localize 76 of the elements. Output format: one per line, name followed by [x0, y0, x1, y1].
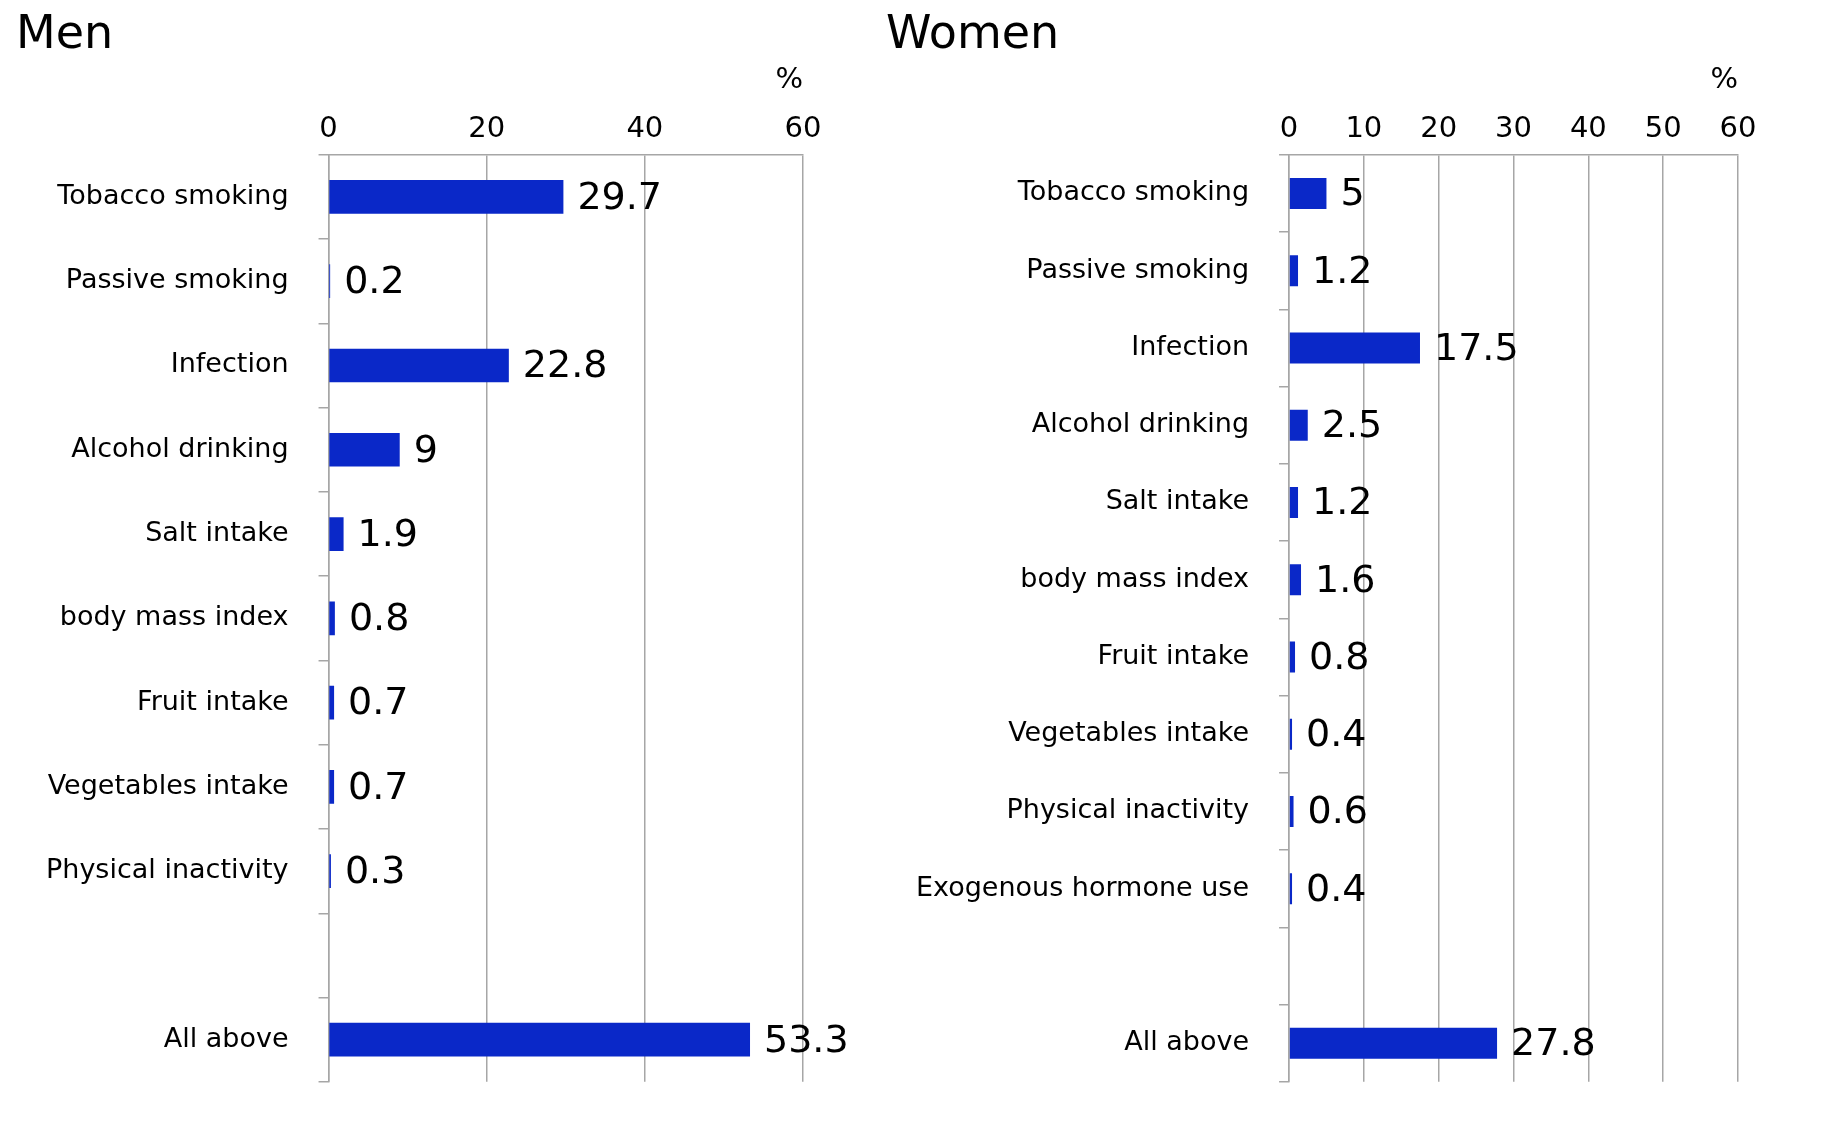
bar [329, 685, 335, 720]
bar [1289, 177, 1327, 209]
bar [1289, 1027, 1498, 1059]
x-axis-title: % [1710, 61, 1738, 96]
x-tick-label: 0 [1279, 109, 1299, 144]
data-label: 5 [1340, 170, 1365, 215]
bar [329, 180, 564, 214]
bar [1289, 641, 1296, 673]
data-label: 0.6 [1307, 788, 1368, 833]
bar [1289, 564, 1302, 596]
x-tick-label: 40 [1569, 109, 1607, 144]
bar [1289, 486, 1299, 518]
bar [329, 1022, 751, 1057]
data-label: 0.2 [344, 258, 405, 303]
data-label: 0.4 [1306, 711, 1367, 756]
bar [329, 601, 335, 636]
y-tick-label: Fruit intake [1097, 638, 1250, 670]
y-tick-label: Passive smoking [1026, 252, 1250, 284]
data-label: 27.8 [1511, 1020, 1596, 1065]
x-tick-label: 0 [319, 109, 338, 144]
y-tick-label: All above [163, 1021, 289, 1053]
bar [329, 348, 509, 383]
y-tick-label: Salt intake [145, 516, 289, 548]
data-label: 22.8 [522, 342, 608, 387]
y-tick-label: Vegetables intake [47, 768, 289, 800]
y-tick-label: Passive smoking [65, 263, 289, 295]
x-tick-label: 30 [1495, 109, 1532, 144]
chart-title: Women [886, 4, 1060, 59]
y-tick-label: Infection [170, 347, 289, 379]
y-tick-label: Physical inactivity [45, 853, 289, 885]
x-tick-label: 20 [468, 109, 506, 144]
data-label: 1.2 [1312, 247, 1373, 292]
y-tick-label: Physical inactivity [1006, 793, 1250, 825]
data-label: 0.4 [1306, 865, 1367, 910]
chart-title: Men [16, 4, 114, 59]
x-tick-label: 40 [626, 109, 664, 144]
bar [1289, 255, 1299, 287]
x-tick-label: 60 [1719, 109, 1757, 144]
data-label: 0.7 [348, 763, 409, 808]
bar [329, 517, 344, 551]
bar [1289, 873, 1293, 905]
data-label: 1.6 [1315, 556, 1376, 601]
data-label: 0.8 [348, 595, 410, 640]
y-tick-label: Vegetables intake [1008, 716, 1250, 748]
x-tick-label: 10 [1345, 109, 1383, 144]
data-label: 53.3 [764, 1016, 849, 1061]
y-tick-label: Exogenous hormone use [916, 870, 1250, 902]
data-label: 29.7 [577, 173, 663, 218]
y-tick-label: Alcohol drinking [1031, 407, 1250, 439]
data-label: 0.3 [344, 847, 406, 892]
bar [1289, 718, 1293, 750]
data-label: 9 [413, 426, 438, 471]
x-tick-label: 20 [1420, 109, 1458, 144]
x-tick-label: 50 [1644, 109, 1682, 144]
y-tick-label: Fruit intake [137, 684, 289, 716]
data-label: 0.8 [1309, 633, 1370, 678]
bar [1289, 332, 1420, 364]
bar [1289, 795, 1294, 827]
bar [329, 432, 400, 467]
x-tick-label: 60 [784, 109, 822, 144]
y-tick-label: Alcohol drinking [71, 431, 289, 463]
x-axis-title: % [775, 61, 803, 96]
data-label: 1.2 [1312, 479, 1373, 524]
y-tick-label: body mass index [1020, 561, 1250, 593]
data-label: 1.9 [357, 510, 419, 555]
y-tick-label: Tobacco smoking [1016, 175, 1250, 207]
bar [1289, 409, 1308, 441]
data-label: 17.5 [1433, 324, 1519, 369]
bar [329, 769, 335, 804]
data-label: 0.7 [348, 679, 409, 724]
y-tick-label: Tobacco smoking [56, 178, 289, 210]
y-tick-label: All above [1124, 1025, 1250, 1057]
y-tick-label: Infection [1131, 329, 1250, 361]
y-tick-label: Salt intake [1105, 484, 1250, 516]
y-tick-label: body mass index [59, 600, 289, 632]
data-label: 2.5 [1321, 402, 1383, 447]
